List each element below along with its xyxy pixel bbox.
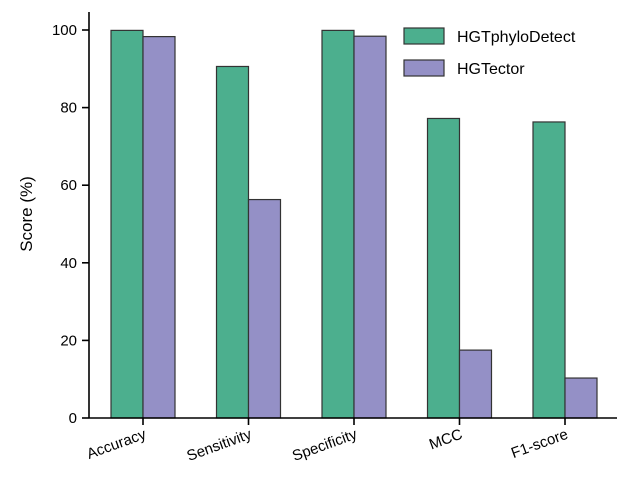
y-axis-title: Score (%) (17, 176, 36, 252)
x-tick-label-accuracy: Accuracy (85, 426, 149, 463)
bar-accuracy-hgtector (142, 35, 176, 419)
y-tick-label-100: 100 (52, 22, 77, 39)
legend-swatch-hgtector (403, 59, 445, 77)
x-tick-label-specificity: Specificity (290, 426, 360, 465)
legend-label-hgtphylodetect: HGTphyloDetect (457, 29, 576, 46)
bar-sensitivity-hgtphylodetect (215, 65, 250, 419)
bar-mcc-hgtphylodetect (426, 117, 461, 419)
bar-specificity-hgtector (353, 35, 387, 419)
y-tick-label-40: 40 (60, 255, 77, 272)
x-tick-label-sensitivity: Sensitivity (185, 426, 255, 465)
bar-f1-score-hgtphylodetect (532, 121, 566, 419)
bar-f1-score-hgtector (564, 377, 598, 419)
x-axis-labels: Accuracy Sensitivity Specificity MCC F1-scor… (85, 418, 570, 465)
y-tick-label-20: 20 (60, 332, 77, 349)
bar-specificity-hgtphylodetect (321, 29, 355, 419)
bar-sensitivity-hgtector (247, 198, 282, 419)
x-tick-label-mcc: MCC (427, 426, 465, 454)
bar-accuracy-hgtphylodetect (110, 29, 144, 419)
x-tick-label-f1-score: F1-score (509, 426, 570, 462)
y-tick-label-60: 60 (60, 177, 77, 194)
legend-label-hgtector: HGTector (457, 61, 525, 78)
bar-mcc-hgtector (458, 349, 493, 419)
y-tick-label-80: 80 (60, 100, 77, 117)
axes (88, 12, 617, 419)
legend: HGTphyloDetect HGTector (403, 27, 576, 78)
y-tick-label-0: 0 (69, 410, 77, 427)
legend-swatch-hgtphylodetect (403, 27, 445, 45)
y-axis-ticks: 0 20 40 60 80 100 (52, 22, 89, 427)
bars (110, 29, 598, 419)
